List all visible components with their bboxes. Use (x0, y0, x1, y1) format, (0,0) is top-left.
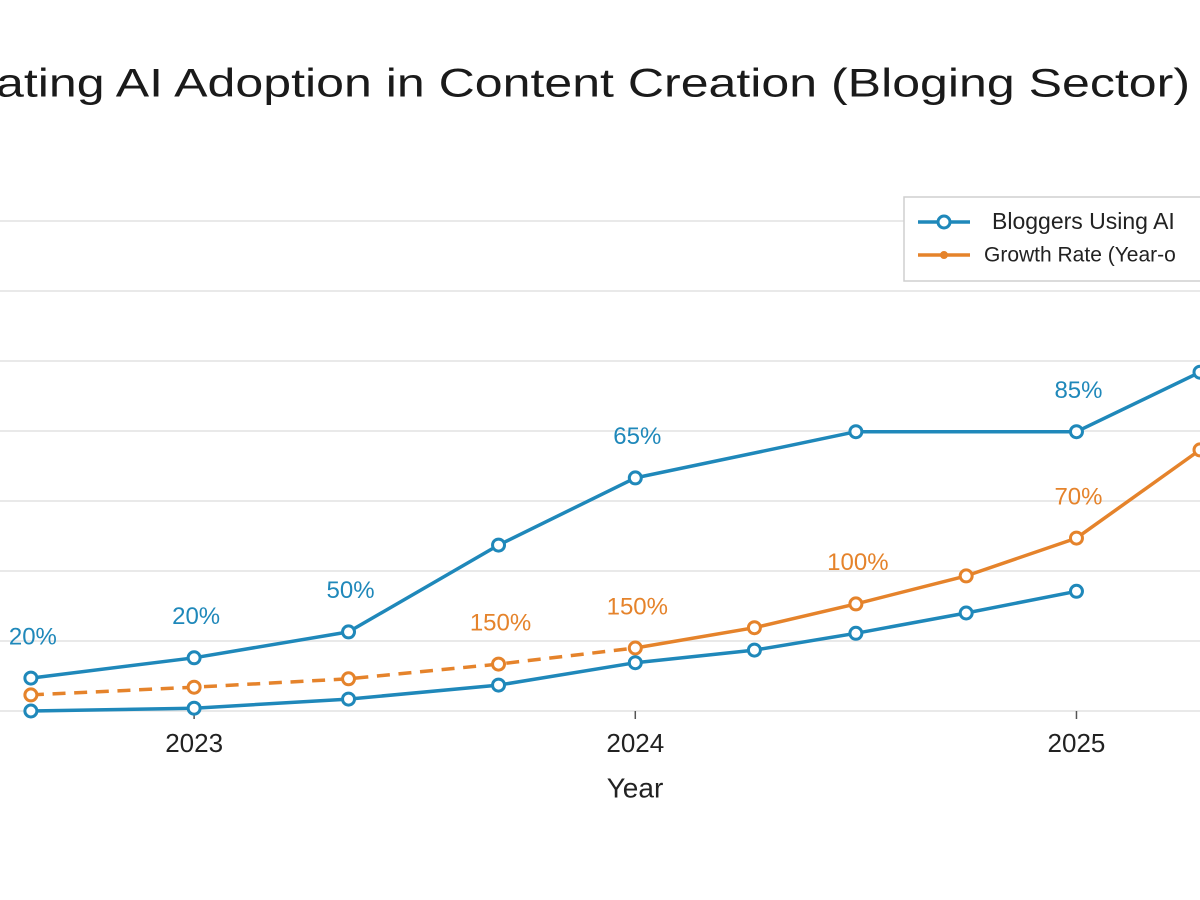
point-marker (746, 642, 762, 658)
point-marker (341, 691, 357, 707)
x-tick-label: 2023 (165, 728, 223, 758)
point-marker (627, 470, 643, 486)
point-marker (958, 605, 974, 621)
data-label: 50% (327, 577, 375, 604)
data-label: 20% (172, 603, 220, 630)
series-line (30, 370, 1200, 680)
point-marker (1192, 364, 1200, 380)
x-axis-label: Year (607, 772, 664, 803)
point-marker (491, 656, 507, 672)
point-marker (848, 625, 864, 641)
legend-label: Bloggers Using AI (992, 208, 1175, 234)
point-marker (1192, 442, 1200, 458)
x-tick-label: 2024 (606, 728, 664, 758)
point-marker (23, 670, 39, 686)
point-marker (341, 671, 357, 687)
point-marker (23, 687, 39, 703)
legend-box (903, 196, 1200, 282)
data-label: 150% (607, 593, 668, 620)
point-marker (1068, 530, 1084, 546)
legend-marker (940, 251, 948, 259)
point-marker (186, 679, 202, 695)
data-label: 70% (1054, 483, 1102, 510)
series-line (30, 448, 1200, 697)
legend-marker (936, 214, 952, 230)
point-marker (491, 677, 507, 693)
point-marker (23, 703, 39, 719)
point-marker (627, 655, 643, 671)
point-marker (848, 596, 864, 612)
data-label: 20% (9, 623, 57, 650)
x-tick-label: 2025 (1048, 728, 1106, 758)
point-marker (186, 700, 202, 716)
chart-title: ating AI Adoption in Content Creation (B… (0, 62, 1190, 106)
point-marker (1068, 424, 1084, 440)
data-label: 65% (613, 423, 661, 450)
point-marker (848, 424, 864, 440)
data-label: 150% (470, 609, 531, 636)
point-marker (186, 650, 202, 666)
legend-label: Growth Rate (Year-o (984, 244, 1176, 267)
point-marker (341, 624, 357, 640)
data-label: 100% (827, 549, 888, 576)
point-marker (627, 640, 643, 656)
point-marker (958, 568, 974, 584)
data-label: 85% (1054, 377, 1102, 404)
point-marker (1068, 583, 1084, 599)
point-marker (746, 620, 762, 636)
point-marker (491, 537, 507, 553)
